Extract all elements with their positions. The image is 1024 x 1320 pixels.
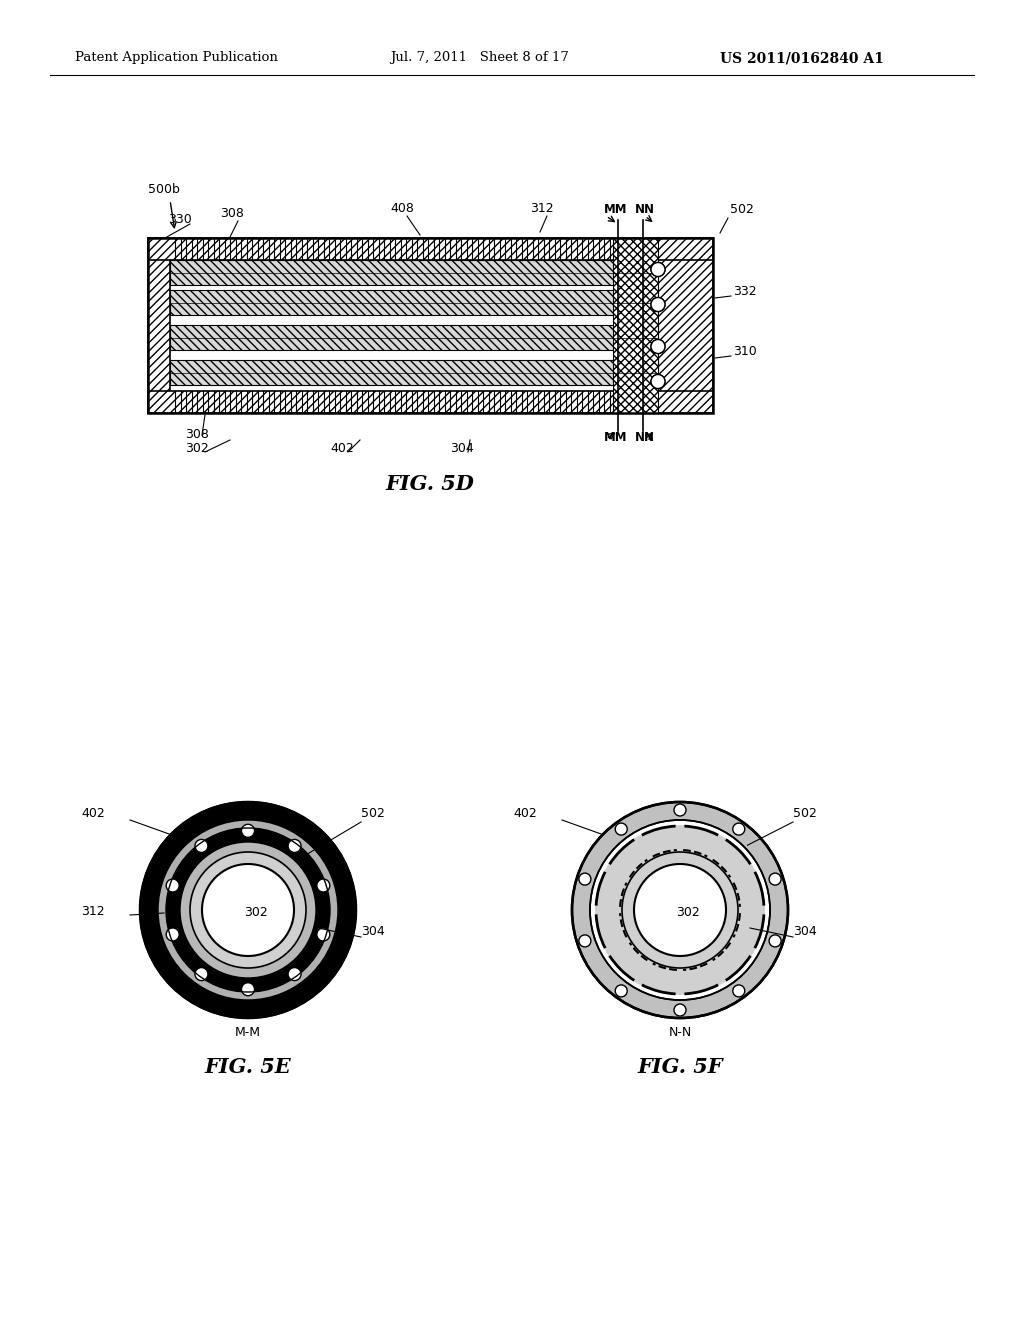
Bar: [613, 238, 658, 413]
Text: 500b: 500b: [148, 183, 180, 195]
Circle shape: [242, 982, 255, 995]
Circle shape: [195, 840, 208, 853]
Text: FIG. 5D: FIG. 5D: [386, 474, 474, 494]
Circle shape: [158, 820, 338, 1001]
Bar: [170, 290, 658, 315]
Bar: [658, 238, 713, 413]
Circle shape: [195, 968, 208, 981]
Text: N-N: N-N: [669, 1026, 691, 1039]
Circle shape: [288, 968, 301, 981]
Circle shape: [166, 828, 330, 993]
Text: Patent Application Publication: Patent Application Publication: [75, 51, 278, 65]
Text: US 2011/0162840 A1: US 2011/0162840 A1: [720, 51, 884, 65]
Circle shape: [634, 865, 726, 956]
Circle shape: [622, 851, 738, 968]
Circle shape: [595, 825, 765, 995]
Text: 304: 304: [361, 925, 385, 939]
Text: FIG. 5E: FIG. 5E: [205, 1057, 291, 1077]
Text: FIG. 5F: FIG. 5F: [637, 1057, 723, 1077]
Circle shape: [180, 842, 316, 978]
Circle shape: [651, 297, 665, 312]
Text: 332: 332: [733, 285, 757, 298]
Circle shape: [140, 803, 356, 1018]
Circle shape: [242, 824, 255, 837]
Circle shape: [316, 928, 330, 941]
Text: MM: MM: [604, 203, 628, 216]
Text: 312: 312: [81, 906, 105, 917]
Circle shape: [651, 263, 665, 276]
Bar: [170, 360, 658, 385]
Text: MM: MM: [604, 432, 628, 444]
Circle shape: [202, 865, 294, 956]
Text: 312: 312: [530, 202, 554, 215]
Text: 502: 502: [730, 203, 754, 216]
Circle shape: [651, 339, 665, 354]
Bar: [148, 238, 713, 413]
Circle shape: [769, 935, 781, 946]
Circle shape: [316, 879, 330, 892]
Circle shape: [579, 873, 591, 886]
Circle shape: [769, 873, 781, 886]
Circle shape: [622, 851, 738, 968]
Text: 502: 502: [793, 807, 817, 820]
Text: 302: 302: [676, 906, 699, 919]
Text: Jul. 7, 2011   Sheet 8 of 17: Jul. 7, 2011 Sheet 8 of 17: [390, 51, 569, 65]
Circle shape: [733, 985, 744, 997]
Circle shape: [590, 820, 770, 1001]
Text: 308: 308: [220, 207, 244, 220]
Text: 304: 304: [450, 442, 474, 455]
Circle shape: [166, 879, 179, 892]
Bar: [170, 260, 658, 391]
Text: 302: 302: [185, 442, 209, 455]
Bar: [148, 238, 170, 413]
Text: NN: NN: [635, 203, 655, 216]
Circle shape: [615, 824, 628, 836]
Circle shape: [651, 263, 665, 276]
Circle shape: [190, 851, 306, 968]
Text: 502: 502: [361, 807, 385, 820]
Text: M-M: M-M: [234, 1026, 261, 1039]
Circle shape: [674, 1005, 686, 1016]
Text: 330: 330: [168, 213, 191, 226]
Circle shape: [651, 297, 665, 312]
Circle shape: [572, 803, 788, 1018]
Text: 302: 302: [244, 906, 268, 919]
Circle shape: [733, 824, 744, 836]
Text: 304: 304: [793, 925, 817, 939]
Text: 310: 310: [733, 345, 757, 358]
Text: 308: 308: [185, 428, 209, 441]
Circle shape: [651, 375, 665, 388]
Circle shape: [651, 339, 665, 354]
Bar: [148, 238, 713, 260]
Circle shape: [288, 840, 301, 853]
Bar: [148, 391, 713, 413]
Circle shape: [674, 804, 686, 816]
Text: 402: 402: [81, 807, 105, 820]
Circle shape: [615, 985, 628, 997]
Text: 402: 402: [330, 442, 353, 455]
Bar: [170, 260, 658, 285]
Bar: [170, 325, 658, 350]
Text: 408: 408: [390, 202, 414, 215]
Circle shape: [579, 935, 591, 946]
Text: NN: NN: [635, 432, 655, 444]
Circle shape: [651, 375, 665, 388]
Circle shape: [166, 928, 179, 941]
Text: 402: 402: [513, 807, 537, 820]
